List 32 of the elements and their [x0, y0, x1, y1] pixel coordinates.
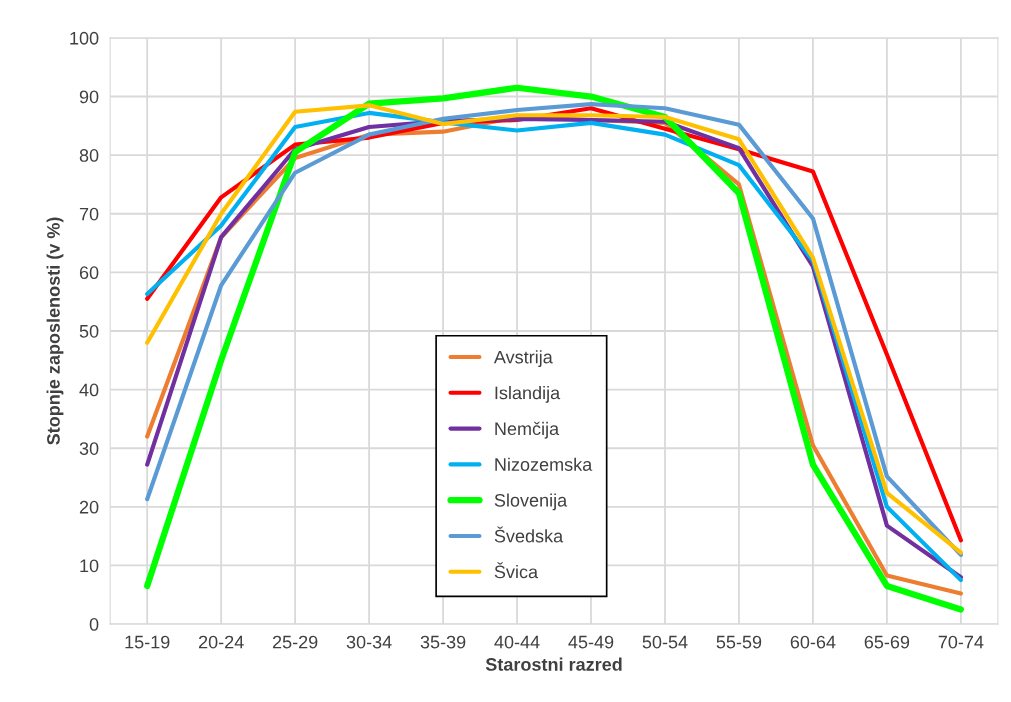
- x-tick-label: 25-29: [272, 635, 318, 649]
- x-tick-label: 55-59: [716, 635, 762, 649]
- y-tick-label: 20: [79, 500, 99, 514]
- legend-label: Nemčija: [495, 421, 560, 439]
- legend-label: Slovenija: [494, 493, 568, 511]
- x-tick-label: 40-44: [494, 635, 540, 649]
- x-tick-label: 35-39: [420, 635, 466, 649]
- legend-label: Švedska: [494, 526, 564, 543]
- legend-label: Švica: [494, 562, 539, 579]
- y-tick-label: 0: [89, 618, 99, 631]
- y-tick-label: 40: [79, 383, 99, 397]
- x-tick-label: 15-19: [125, 635, 170, 649]
- legend-label: Islandija: [495, 386, 561, 403]
- x-tick-label: 65-69: [864, 635, 910, 649]
- y-tick-label: 90: [79, 90, 99, 104]
- x-tick-label: 45-49: [568, 635, 614, 649]
- y-tick-label: 70: [79, 207, 99, 221]
- y-axis-title: Stopnje zaposlenosti (v %): [46, 217, 64, 445]
- x-tick-label: 30-34: [346, 635, 392, 649]
- x-tick-label: 50-54: [642, 635, 688, 649]
- x-axis-title: Starostni razred: [485, 657, 622, 671]
- y-tick-label: 30: [79, 442, 99, 455]
- y-tick-label: 80: [79, 149, 99, 162]
- x-tick-label: 20-24: [198, 635, 244, 649]
- x-tick-label: 60-64: [790, 635, 836, 649]
- y-tick-label: 100: [70, 31, 99, 45]
- legend-label: Avstrija: [493, 350, 553, 368]
- y-tick-label: 50: [79, 324, 99, 338]
- y-tick-label: 10: [80, 559, 99, 573]
- legend-label: Nizozemska: [495, 457, 593, 471]
- x-tick-label: 70-74: [938, 635, 984, 649]
- y-tick-label: 60: [79, 266, 99, 280]
